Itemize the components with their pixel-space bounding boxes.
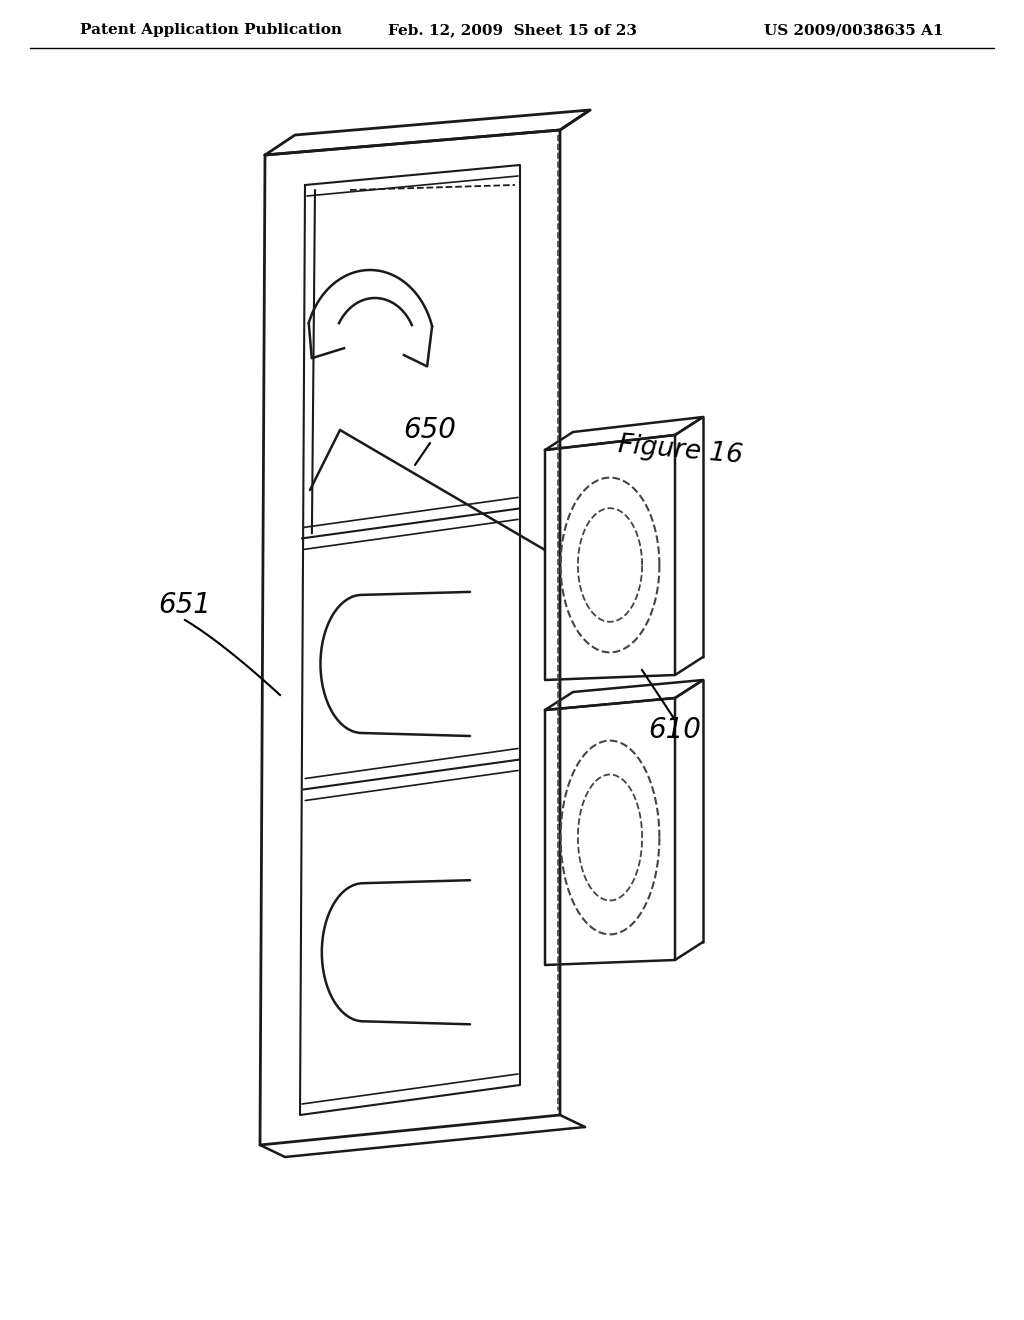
Text: Patent Application Publication: Patent Application Publication [80, 22, 342, 37]
Text: Figure 16: Figure 16 [616, 432, 743, 469]
Text: 651: 651 [159, 591, 211, 619]
Text: Feb. 12, 2009  Sheet 15 of 23: Feb. 12, 2009 Sheet 15 of 23 [387, 22, 637, 37]
Text: US 2009/0038635 A1: US 2009/0038635 A1 [765, 22, 944, 37]
Text: 610: 610 [648, 715, 701, 744]
Text: 650: 650 [403, 416, 457, 444]
